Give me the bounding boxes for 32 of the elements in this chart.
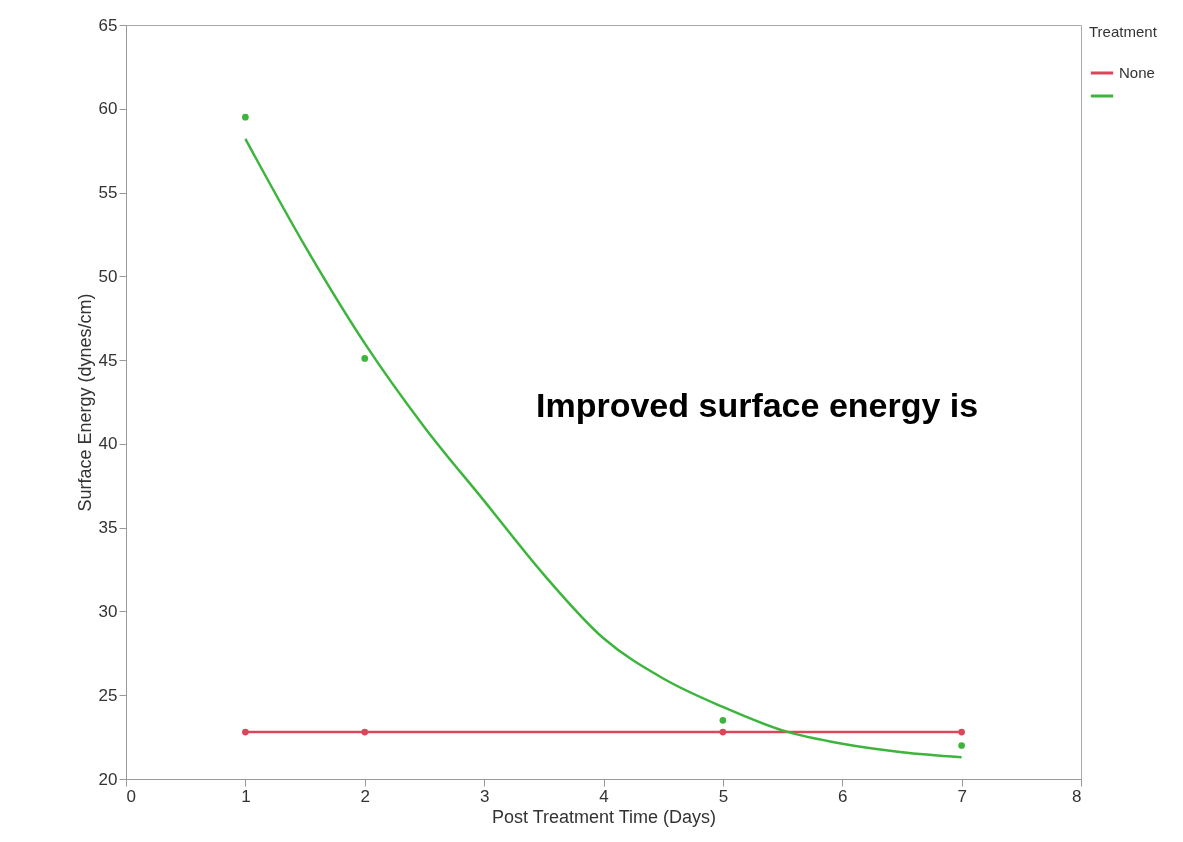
x-tick-label: 5 [718, 786, 729, 806]
x-tick-label: 7 [957, 786, 967, 806]
y-tick-label: 25 [98, 685, 118, 705]
point [361, 355, 369, 362]
y-tick-label: 30 [98, 601, 118, 621]
annotation: Improved surface energy is [536, 386, 979, 424]
y-tick-label: 45 [98, 350, 118, 370]
legend-title: Treatment [1089, 23, 1158, 40]
y-tick-label: 60 [98, 99, 118, 119]
point [361, 728, 369, 736]
legend-label: None [1119, 64, 1155, 81]
y-tick-label: 65 [98, 15, 118, 35]
y-axis-title: Surface Energy (dynes/cm) [74, 293, 95, 512]
point [719, 728, 727, 736]
point [719, 717, 727, 724]
x-tick-label: 4 [599, 786, 609, 806]
point [958, 742, 965, 749]
x-axis-title: Post Treatment Time (Days) [491, 806, 717, 827]
x-tick-label: 8 [1072, 786, 1082, 806]
y-tick-label: 55 [98, 183, 118, 203]
x-tick-label: 0 [126, 786, 136, 806]
y-tick-label: 50 [98, 266, 118, 286]
x-tick-label: 1 [241, 786, 251, 806]
x-tick-label: 2 [360, 786, 370, 806]
y-tick-label: 40 [98, 434, 118, 454]
point [958, 728, 965, 736]
y-tick-label: 20 [98, 769, 118, 789]
point [242, 113, 249, 121]
x-tick-label: 6 [838, 786, 848, 806]
point [242, 728, 249, 736]
y-tick-label: 35 [98, 518, 118, 538]
x-tick-label: 3 [479, 786, 490, 806]
